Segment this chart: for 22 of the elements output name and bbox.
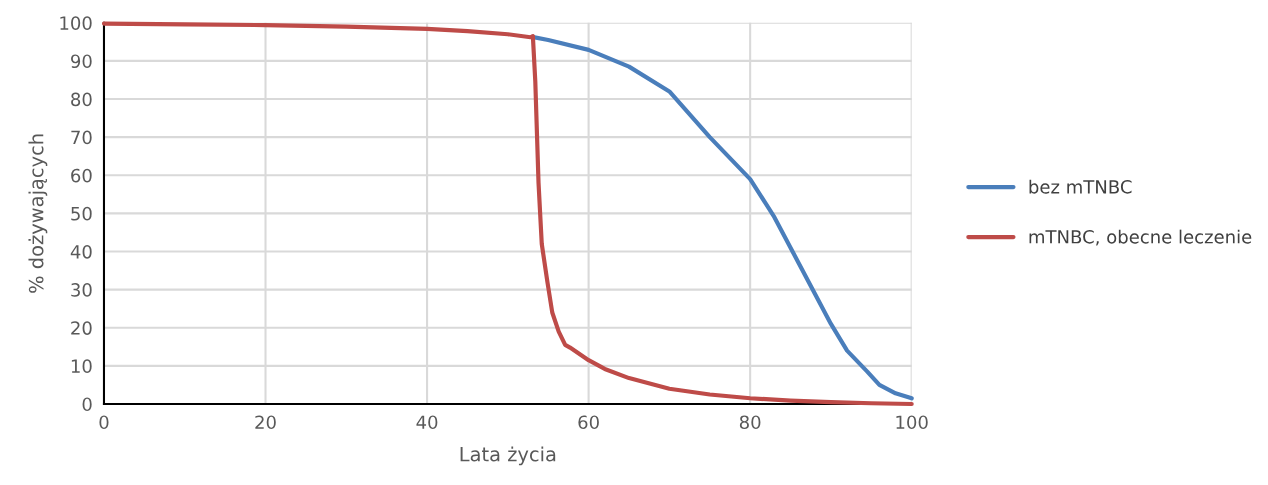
y-tick-label: 60 — [71, 168, 92, 183]
y-tick-label: 80 — [71, 92, 92, 107]
x-tick-label: 40 — [416, 415, 438, 430]
x-tick-label: 0 — [99, 415, 109, 430]
y-tick-label: 20 — [71, 321, 92, 335]
x-tick-label: 80 — [739, 415, 761, 430]
line-series — [101, 21, 914, 407]
y-tick-label: 90 — [71, 54, 92, 69]
x-tick-label: 20 — [255, 415, 276, 430]
x-tick-label: 100 — [896, 415, 928, 430]
x-tick-label: 60 — [578, 415, 599, 430]
legend-label: mTNBC, obecne leczenie — [1029, 229, 1252, 246]
y-tick-label: 30 — [71, 283, 92, 297]
x-axis-title: Lata życia — [460, 446, 556, 466]
y-tick-label: 70 — [71, 130, 92, 145]
y-tick-label: 100 — [60, 16, 92, 30]
legend-label: bez mTNBC — [1029, 179, 1132, 194]
y-tick-label: 0 — [82, 397, 92, 412]
y-tick-label: 40 — [70, 244, 92, 259]
y-tick-label: 10 — [71, 359, 92, 373]
y-tick-label: 50 — [71, 206, 92, 221]
y-axis-title: % dożywających — [28, 134, 48, 293]
